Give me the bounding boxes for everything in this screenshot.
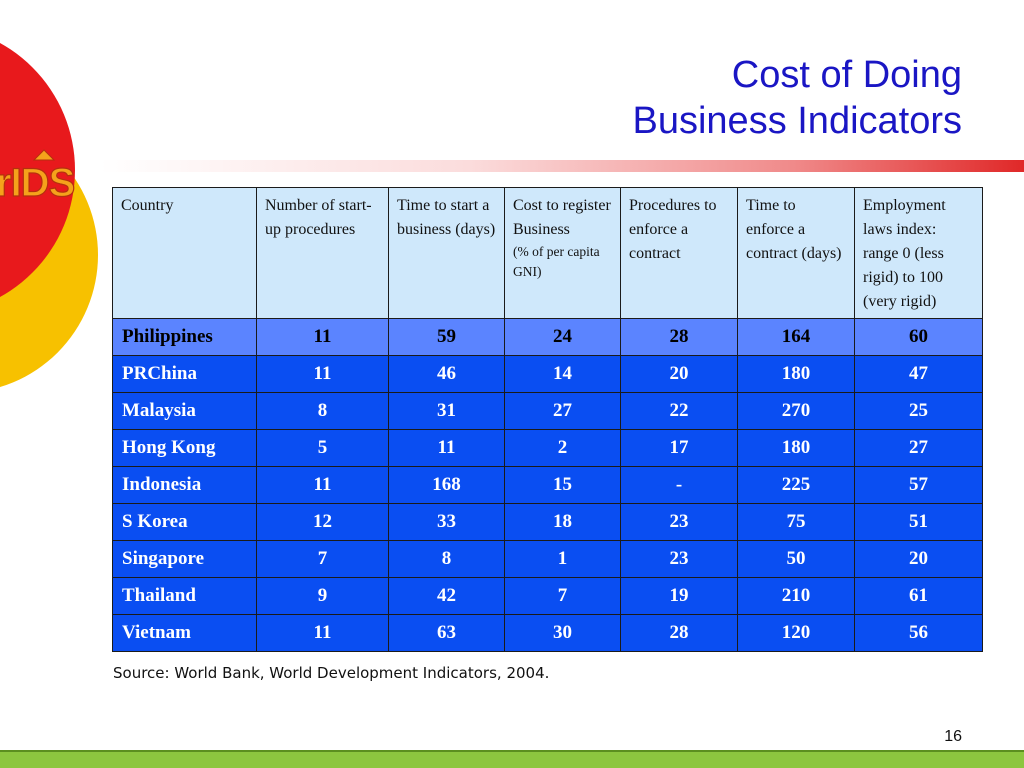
data-cell: 120	[737, 614, 855, 652]
data-cell: 8	[256, 392, 389, 430]
data-cell: 56	[854, 614, 983, 652]
country-cell: Indonesia	[112, 466, 257, 504]
data-cell: 14	[504, 355, 621, 393]
country-cell: Singapore	[112, 540, 257, 578]
data-cell: 60	[854, 318, 983, 356]
country-cell: Thailand	[112, 577, 257, 615]
data-cell: 31	[388, 392, 505, 430]
header-cost-subtext: (% of per capita GNI)	[513, 244, 600, 279]
table-row: PRChina 11 46 14 20 180 47	[112, 355, 983, 393]
table-row: Hong Kong 5 11 2 17 180 27	[112, 429, 983, 467]
country-cell: Vietnam	[112, 614, 257, 652]
data-cell: 63	[388, 614, 505, 652]
data-cell: 2	[504, 429, 621, 467]
data-cell: -	[620, 466, 738, 504]
data-cell: 75	[737, 503, 855, 541]
data-cell: 46	[388, 355, 505, 393]
data-cell: 11	[256, 318, 389, 356]
data-cell: 17	[620, 429, 738, 467]
data-cell: 20	[620, 355, 738, 393]
data-cell: 47	[854, 355, 983, 393]
data-cell: 11	[256, 614, 389, 652]
source-note: Source: World Bank, World Development In…	[113, 664, 550, 682]
data-cell: 270	[737, 392, 855, 430]
table-row: S Korea 12 33 18 23 75 51	[112, 503, 983, 541]
data-cell: 19	[620, 577, 738, 615]
data-cell: 1	[504, 540, 621, 578]
country-cell: S Korea	[112, 503, 257, 541]
data-cell: 57	[854, 466, 983, 504]
title-divider	[100, 160, 1024, 172]
page-number: 16	[944, 728, 962, 745]
indicators-table: Country Number of start-up procedures Ti…	[112, 187, 983, 652]
data-cell: 15	[504, 466, 621, 504]
data-cell: 18	[504, 503, 621, 541]
country-cell: Hong Kong	[112, 429, 257, 467]
data-cell: 168	[388, 466, 505, 504]
table-row: Thailand 9 42 7 19 210 61	[112, 577, 983, 615]
data-cell: 33	[388, 503, 505, 541]
data-cell: 24	[504, 318, 621, 356]
data-cell: 8	[388, 540, 505, 578]
decorative-circles: rIDS	[0, 43, 98, 388]
data-cell: 7	[256, 540, 389, 578]
data-cell: 210	[737, 577, 855, 615]
data-cell: 11	[388, 429, 505, 467]
data-cell: 59	[388, 318, 505, 356]
data-cell: 20	[854, 540, 983, 578]
data-cell: 180	[737, 355, 855, 393]
table-row: Malaysia 8 31 27 22 270 25	[112, 392, 983, 430]
header-startup-procedures: Number of start-up procedures	[256, 187, 389, 319]
header-time-to-start: Time to start a business (days)	[388, 187, 505, 319]
data-cell: 30	[504, 614, 621, 652]
table-row: Philippines 11 59 24 28 164 60	[112, 318, 983, 356]
data-cell: 51	[854, 503, 983, 541]
data-cell: 11	[256, 466, 389, 504]
title-line-2: Business Indicators	[632, 100, 963, 142]
header-cost-to-register: Cost to register Business (% of per capit…	[504, 187, 621, 319]
data-cell: 50	[737, 540, 855, 578]
data-cell: 22	[620, 392, 738, 430]
footer-bar	[0, 750, 1024, 768]
header-employment-index: Employment laws index: range 0 (less rig…	[854, 187, 983, 319]
country-cell: Philippines	[112, 318, 257, 356]
slide-title: Cost of Doing Business Indicators	[402, 52, 963, 144]
data-cell: 7	[504, 577, 621, 615]
country-cell: PRChina	[112, 355, 257, 393]
data-cell: 23	[620, 540, 738, 578]
data-cell: 42	[388, 577, 505, 615]
table-row: Vietnam 11 63 30 28 120 56	[112, 614, 983, 652]
data-cell: 25	[854, 392, 983, 430]
data-cell: 28	[620, 614, 738, 652]
data-cell: 11	[256, 355, 389, 393]
data-cell: 12	[256, 503, 389, 541]
data-cell: 180	[737, 429, 855, 467]
data-cell: 27	[854, 429, 983, 467]
svg-text:rIDS: rIDS	[0, 161, 75, 205]
red-circle	[0, 43, 75, 297]
data-cell: 225	[737, 466, 855, 504]
data-cell: 27	[504, 392, 621, 430]
header-procedures-enforce: Procedures to enforce a contract	[620, 187, 738, 319]
table-header-row: Country Number of start-up procedures Ti…	[112, 187, 983, 319]
data-cell: 5	[256, 429, 389, 467]
data-cell: 9	[256, 577, 389, 615]
table-row: Indonesia 11 168 15 - 225 57	[112, 466, 983, 504]
data-cell: 61	[854, 577, 983, 615]
header-time-enforce: Time to enforce a contract (days)	[737, 187, 855, 319]
title-line-1: Cost of Doing	[731, 54, 962, 96]
data-cell: 23	[620, 503, 738, 541]
header-country: Country	[112, 187, 257, 319]
rids-logo: rIDS	[0, 149, 76, 206]
table-row: Singapore 7 8 1 23 50 20	[112, 540, 983, 578]
data-cell: 28	[620, 318, 738, 356]
country-cell: Malaysia	[112, 392, 257, 430]
data-cell: 164	[737, 318, 855, 356]
